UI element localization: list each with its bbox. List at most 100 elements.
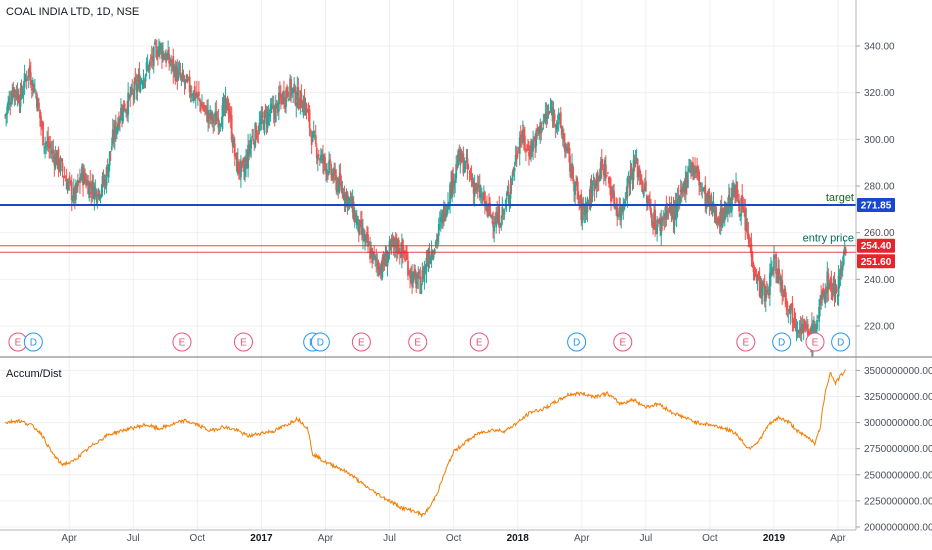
candle-body: [37, 99, 39, 112]
candle-body: [636, 158, 639, 178]
candle-body: [425, 258, 428, 272]
candle-body: [601, 165, 604, 166]
dividend-event-marker[interactable]: [23, 332, 43, 352]
earnings-event-marker[interactable]: [351, 332, 371, 352]
earnings-event-marker[interactable]: [172, 332, 192, 352]
candle-body: [83, 170, 85, 185]
candle-body: [440, 214, 443, 223]
candle-body: [47, 137, 50, 148]
candle-body: [486, 206, 488, 212]
ad-tick-label: 3250000000.0000: [864, 392, 932, 403]
candle-body: [270, 106, 273, 109]
earnings-event-marker[interactable]: [408, 332, 428, 352]
candle-body: [778, 268, 781, 274]
candle-body: [428, 253, 431, 262]
candle-body: [67, 180, 70, 183]
candle-body: [588, 199, 591, 204]
candle-body: [699, 182, 702, 186]
candle-body: [656, 224, 659, 234]
dividend-event-marker[interactable]: [310, 332, 330, 352]
candle-body: [110, 146, 113, 150]
candle-body: [472, 180, 475, 194]
candle-body: [567, 146, 569, 148]
event-marker-label: D: [573, 338, 580, 349]
candle-body: [613, 191, 615, 207]
candle-body: [826, 271, 829, 294]
candle-body: [46, 141, 49, 143]
candle-body: [663, 217, 666, 219]
candle-body: [339, 173, 342, 183]
candle-body: [16, 91, 19, 99]
candle-body: [68, 176, 71, 180]
price-tag-bg: [857, 198, 895, 213]
candle-body: [449, 184, 451, 207]
horizontal-lines[interactable]: 271.85 target 254.40 entry price 251.60: [0, 192, 895, 269]
event-marker-label: E: [742, 338, 749, 349]
candle-body: [120, 107, 122, 120]
candle-body: [243, 167, 245, 172]
candle-body: [832, 283, 835, 296]
candle-body: [710, 196, 713, 210]
candle-body: [546, 114, 549, 119]
events-row[interactable]: EDEEDDEEEDEEDED: [8, 332, 851, 352]
candle-body: [788, 309, 791, 312]
candle-body: [136, 83, 139, 93]
earnings-event-marker[interactable]: [613, 332, 633, 352]
candle-body: [442, 205, 445, 222]
candle-body: [724, 203, 727, 213]
candle-body: [175, 64, 178, 81]
candle-body: [714, 212, 717, 217]
candle-body: [408, 271, 410, 274]
candle-body: [26, 76, 29, 77]
dividend-event-marker[interactable]: [772, 332, 792, 352]
candle-body: [842, 251, 845, 265]
candle-body: [220, 124, 223, 127]
grid: [0, 0, 856, 530]
candle-body: [553, 113, 556, 121]
candle-body: [526, 145, 528, 147]
candle-body: [195, 91, 198, 98]
candle-body: [691, 162, 693, 168]
candle-body: [424, 267, 427, 270]
candle-body: [39, 109, 41, 119]
candle-body: [86, 180, 89, 185]
candle-body: [265, 114, 268, 124]
candle-body: [32, 84, 35, 94]
candle-body: [500, 222, 503, 227]
candle-body: [709, 196, 712, 208]
candle-body: [228, 111, 231, 120]
candle-body: [92, 182, 95, 199]
candle-body: [244, 164, 246, 175]
candle-body: [718, 220, 721, 228]
candle-body: [390, 238, 393, 246]
candle-body: [164, 57, 166, 61]
earnings-event-marker[interactable]: [736, 332, 756, 352]
candle-body: [639, 174, 642, 185]
price-tag-bg: [857, 238, 895, 253]
earnings-event-marker[interactable]: [805, 332, 825, 352]
candle-body: [700, 185, 703, 188]
candle-body: [694, 168, 696, 171]
candle-body: [597, 177, 600, 180]
candle-body: [378, 269, 381, 276]
candle-body: [134, 76, 137, 83]
dividend-event-marker[interactable]: [831, 332, 851, 352]
candle-body: [246, 158, 248, 166]
candle-body: [310, 135, 313, 145]
candle-body: [113, 124, 116, 141]
candle-body: [95, 189, 98, 201]
earnings-event-marker[interactable]: [233, 332, 253, 352]
dividend-event-marker[interactable]: [567, 332, 587, 352]
candle-body: [690, 164, 692, 170]
candle-body: [201, 105, 203, 107]
candle-body: [573, 183, 575, 192]
candle-body: [751, 253, 754, 267]
candle-body: [582, 203, 585, 211]
earnings-event-marker[interactable]: [469, 332, 489, 352]
candle-body: [721, 212, 724, 227]
candle-body: [253, 142, 256, 145]
candle-body: [645, 195, 648, 204]
candle-body: [611, 197, 613, 199]
candle-body: [388, 240, 391, 255]
